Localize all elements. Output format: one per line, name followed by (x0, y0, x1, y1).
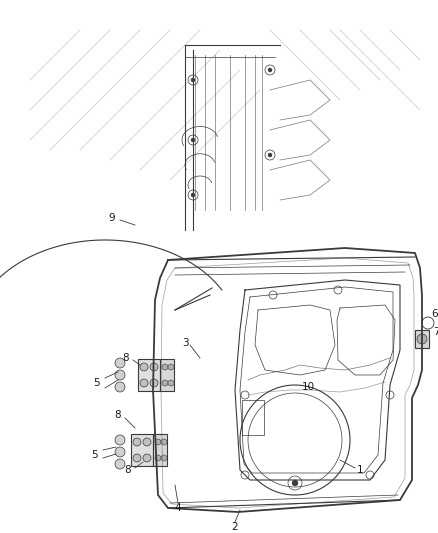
Text: 8: 8 (115, 410, 121, 420)
Text: 2: 2 (232, 522, 238, 532)
Circle shape (150, 379, 158, 387)
Circle shape (143, 438, 151, 446)
Circle shape (417, 334, 427, 344)
Circle shape (115, 435, 125, 445)
Circle shape (155, 455, 161, 461)
Circle shape (168, 380, 174, 386)
Text: 3: 3 (182, 338, 188, 348)
Circle shape (155, 439, 161, 445)
Bar (160, 359, 174, 391)
Text: 6: 6 (432, 309, 438, 319)
Text: 5: 5 (91, 450, 97, 460)
Circle shape (161, 455, 167, 461)
Circle shape (292, 480, 298, 486)
Circle shape (133, 438, 141, 446)
Circle shape (133, 454, 141, 462)
Circle shape (140, 363, 148, 371)
Circle shape (150, 363, 158, 371)
Bar (153, 434, 167, 466)
Text: 10: 10 (301, 382, 314, 392)
Circle shape (268, 68, 272, 72)
Text: 8: 8 (125, 465, 131, 475)
Circle shape (115, 358, 125, 368)
Text: 8: 8 (123, 353, 129, 363)
Circle shape (162, 380, 168, 386)
Bar (415, 330, 429, 348)
Circle shape (161, 439, 167, 445)
Circle shape (162, 364, 168, 370)
Text: 4: 4 (175, 503, 181, 513)
Bar (242, 400, 264, 435)
Circle shape (115, 370, 125, 380)
Circle shape (191, 138, 195, 142)
Circle shape (268, 153, 272, 157)
Circle shape (143, 454, 151, 462)
Text: 5: 5 (93, 378, 99, 388)
Text: 7: 7 (433, 327, 438, 337)
Circle shape (115, 382, 125, 392)
Circle shape (140, 379, 148, 387)
Text: 1: 1 (357, 465, 363, 475)
Circle shape (115, 459, 125, 469)
Circle shape (115, 447, 125, 457)
Bar (138, 359, 160, 391)
Circle shape (168, 364, 174, 370)
Text: 9: 9 (109, 213, 115, 223)
Circle shape (191, 193, 195, 197)
Circle shape (191, 78, 195, 82)
Bar (131, 434, 153, 466)
